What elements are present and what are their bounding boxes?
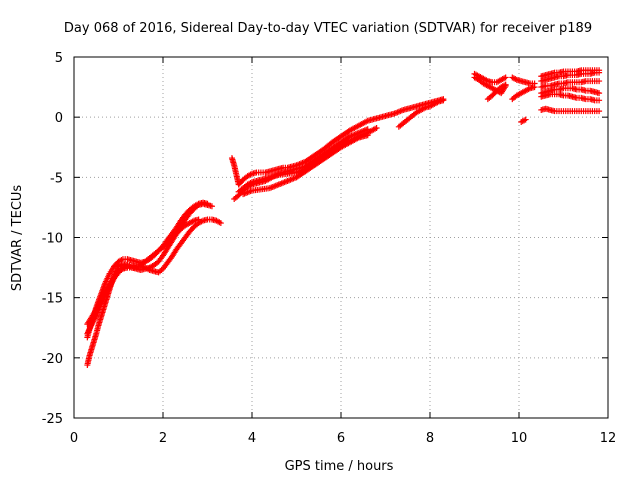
data-point	[204, 200, 211, 207]
data-point	[364, 132, 371, 139]
data-point	[100, 295, 107, 302]
data-point	[99, 297, 106, 304]
data-point	[596, 97, 603, 104]
data-point	[217, 220, 224, 227]
data-point	[86, 326, 93, 333]
data-point	[87, 323, 94, 330]
data-point	[596, 108, 603, 115]
data-point	[596, 69, 603, 76]
data-point	[86, 325, 93, 332]
data-point	[195, 216, 202, 223]
series-15	[518, 116, 529, 125]
y-tick-label: -25	[42, 412, 63, 427]
series-8	[240, 132, 371, 198]
y-tick-label: -10	[42, 232, 63, 247]
y-tick-label: 0	[55, 111, 63, 126]
x-axis-label: GPS time / hours	[285, 459, 394, 474]
y-tick-label: -15	[42, 292, 63, 307]
series-19	[538, 85, 603, 97]
data-point	[522, 116, 529, 123]
data-points	[84, 67, 603, 369]
x-tick-label: 0	[70, 431, 78, 446]
series-21	[538, 105, 603, 115]
data-point	[101, 293, 108, 300]
data-point	[98, 300, 105, 307]
series-17	[538, 69, 603, 85]
data-point	[97, 301, 104, 308]
x-tick-label: 2	[159, 431, 167, 446]
data-point	[596, 90, 603, 97]
y-axis-label: SDTVAR / TECUs	[10, 185, 25, 292]
x-tick-label: 10	[511, 431, 528, 446]
series-11	[471, 70, 509, 86]
data-point	[502, 74, 509, 81]
data-point	[84, 329, 91, 336]
x-tick-labels: 0 2 4 6 8 10 12	[70, 431, 616, 446]
data-point	[88, 322, 95, 329]
chart-title: Day 068 of 2016, Sidereal Day-to-day VTE…	[64, 21, 592, 36]
y-tick-label: -20	[42, 352, 63, 367]
data-point	[440, 97, 447, 104]
y-tick-label: -5	[50, 171, 63, 186]
y-tick-label: 5	[55, 51, 63, 66]
series-14	[509, 84, 538, 103]
grid-lines	[74, 57, 608, 418]
series-20	[538, 91, 603, 104]
x-tick-label: 8	[426, 431, 434, 446]
data-point	[373, 124, 380, 131]
series-9	[395, 97, 447, 130]
x-tick-label: 12	[600, 431, 617, 446]
data-point	[98, 299, 105, 306]
series-18	[538, 78, 603, 91]
y-tick-labels: 5 0 -5 -10 -15 -20 -25	[42, 51, 63, 427]
data-point	[502, 81, 509, 88]
x-tick-label: 6	[337, 431, 345, 446]
series-12	[484, 81, 509, 103]
x-tick-label: 4	[248, 431, 256, 446]
data-point	[531, 84, 538, 91]
axis-ticks	[73, 56, 609, 419]
series-4	[84, 216, 202, 337]
data-point	[208, 203, 215, 210]
data-point	[85, 328, 92, 335]
data-point	[596, 78, 603, 85]
data-point	[100, 296, 107, 303]
data-point	[84, 330, 91, 337]
